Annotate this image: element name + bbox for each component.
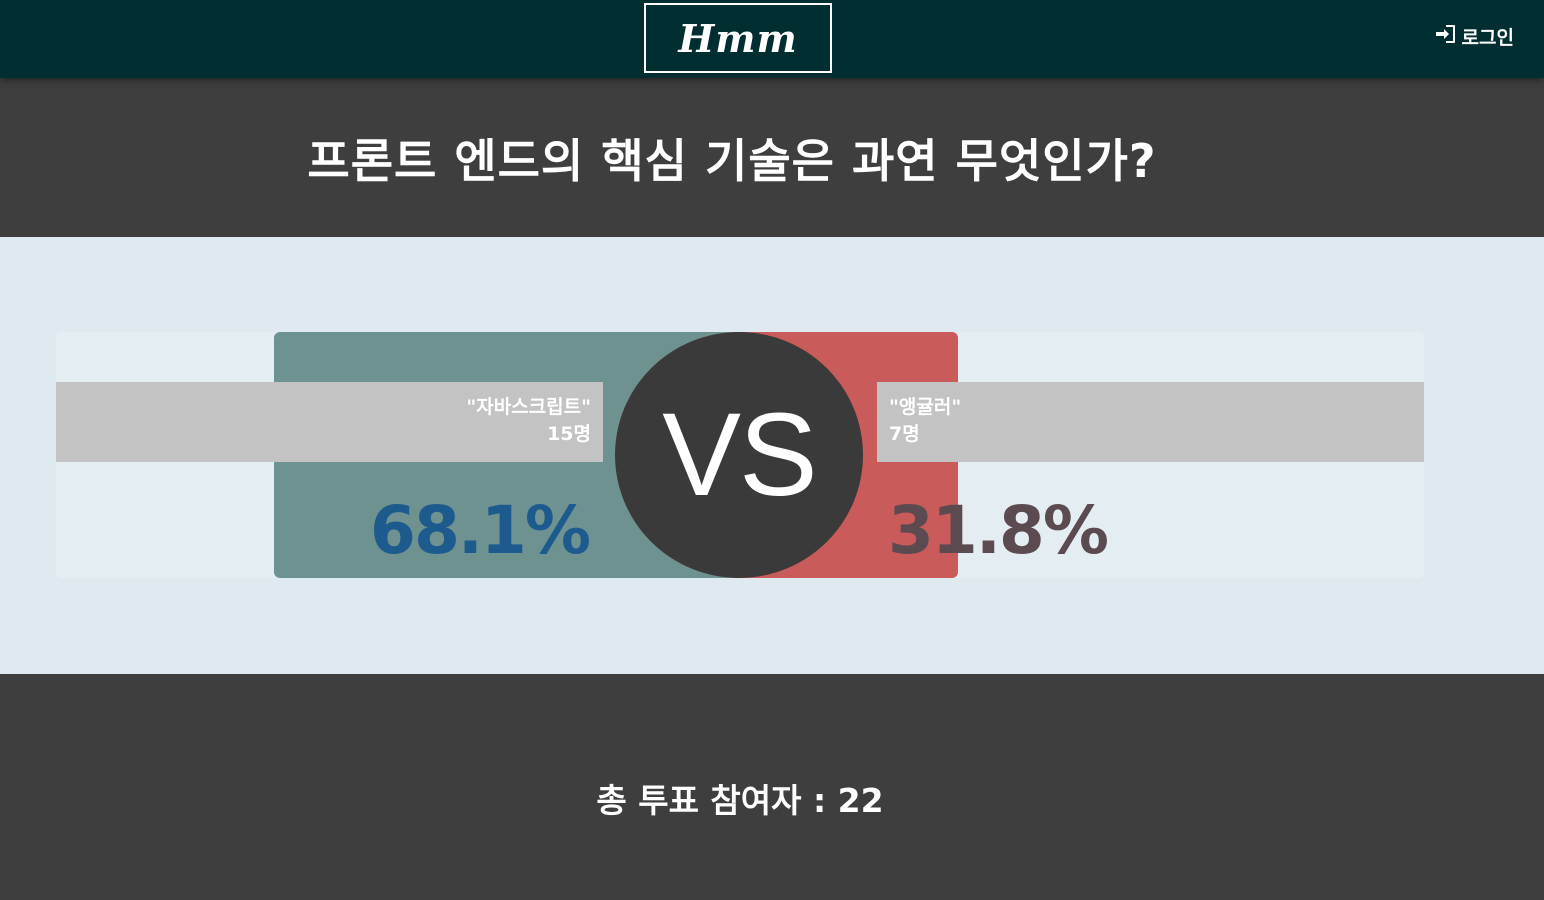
option-a-percent: 68.1% [370,492,591,569]
footer: 총 투표 참여자 : 22 [0,674,1544,900]
top-nav: Hmm 로그인 [0,0,1544,78]
option-a-name: "자바스크립트" [466,396,591,418]
vote-result-area: "자바스크립트" 15명 "앵귤러" 7명 68.1% 31.8% VS [0,237,1544,674]
option-b-label-box: "앵귤러" 7명 [877,382,1424,462]
logo[interactable]: Hmm [644,3,832,73]
option-b-count: 7명 [889,423,920,445]
login-label: 로그인 [1461,27,1514,49]
option-b-percent: 31.8% [888,492,1109,569]
page-title: 프론트 엔드의 핵심 기술은 과연 무엇인가? [307,133,1157,188]
option-a-label-box: "자바스크립트" 15명 [56,382,603,462]
vs-badge: VS [615,332,863,578]
option-b-name: "앵귤러" [889,396,962,418]
total-voters: 총 투표 참여자 : 22 [596,781,884,820]
title-band: 프론트 엔드의 핵심 기술은 과연 무엇인가? [0,78,1544,237]
sign-in-icon [1434,22,1458,51]
option-a-count: 15명 [547,423,591,445]
login-button[interactable]: 로그인 [1434,22,1514,51]
